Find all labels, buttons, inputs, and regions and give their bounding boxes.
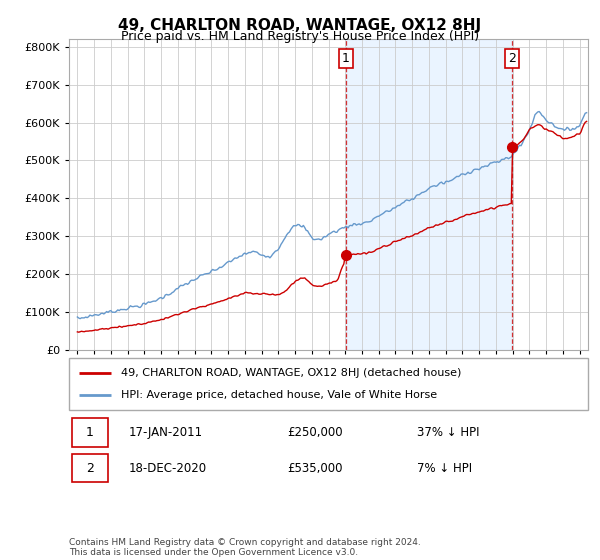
Text: 2: 2 [86,461,94,474]
FancyBboxPatch shape [71,454,108,482]
Text: 1: 1 [342,52,350,64]
Text: 37% ↓ HPI: 37% ↓ HPI [417,426,479,439]
Text: Contains HM Land Registry data © Crown copyright and database right 2024.
This d: Contains HM Land Registry data © Crown c… [69,538,421,557]
Text: 49, CHARLTON ROAD, WANTAGE, OX12 8HJ: 49, CHARLTON ROAD, WANTAGE, OX12 8HJ [118,18,482,33]
Text: HPI: Average price, detached house, Vale of White Horse: HPI: Average price, detached house, Vale… [121,390,437,400]
FancyBboxPatch shape [71,418,108,447]
Text: 7% ↓ HPI: 7% ↓ HPI [417,461,472,474]
Bar [346,39,512,350]
Text: 18-DEC-2020: 18-DEC-2020 [128,461,207,474]
Text: 1: 1 [86,426,94,439]
Text: Price paid vs. HM Land Registry's House Price Index (HPI): Price paid vs. HM Land Registry's House … [121,30,479,43]
Text: £250,000: £250,000 [287,426,343,439]
FancyBboxPatch shape [69,358,588,410]
Text: 17-JAN-2011: 17-JAN-2011 [128,426,203,439]
Text: 2: 2 [508,52,516,64]
Text: £535,000: £535,000 [287,461,343,474]
Text: 49, CHARLTON ROAD, WANTAGE, OX12 8HJ (detached house): 49, CHARLTON ROAD, WANTAGE, OX12 8HJ (de… [121,368,461,378]
